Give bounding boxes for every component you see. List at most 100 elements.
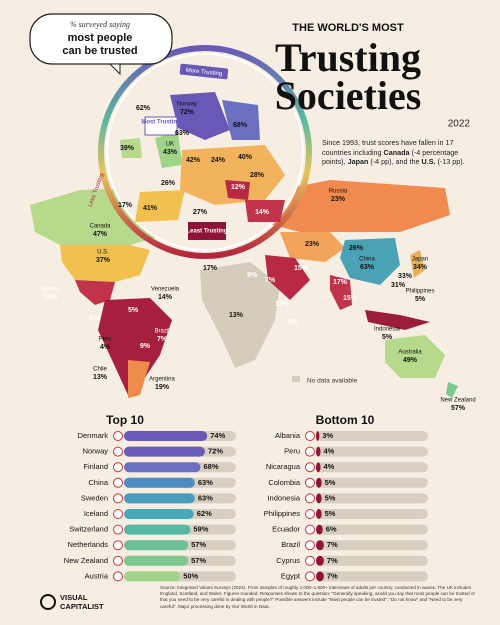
europe-map: [120, 92, 285, 222]
more-trusting-tag: [179, 63, 229, 80]
flag: [305, 571, 315, 582]
bar-track: [316, 509, 428, 519]
argentina: [128, 360, 150, 398]
world-map: [30, 180, 458, 398]
flag: [113, 509, 123, 519]
note-part: U.S.: [421, 157, 436, 166]
country-value: 41%: [143, 205, 158, 212]
new-zealand: [446, 382, 458, 398]
bar: [316, 540, 324, 551]
bar-track: [316, 477, 428, 488]
country-value: 7%: [265, 277, 276, 284]
least-trusting-box: [188, 222, 226, 240]
japan: [410, 250, 425, 278]
country-name: New Zealand: [440, 398, 475, 404]
country-value: 27%: [193, 209, 208, 216]
country-value: 15%: [294, 265, 309, 272]
flag: [113, 540, 123, 551]
value-label: 63%: [198, 493, 213, 502]
africa: [200, 262, 280, 368]
list-title: Bottom 10: [316, 413, 375, 427]
bar-track: [316, 493, 428, 504]
category-label: Nicaragua: [266, 462, 301, 471]
value-label: 5%: [325, 493, 336, 502]
bar-track: [316, 555, 428, 566]
note: Since 1993, trust scores have fallen in …: [322, 138, 472, 167]
flag: [305, 524, 315, 535]
bar: [124, 446, 205, 457]
category-label: Egypt: [281, 571, 301, 580]
value-label: 57%: [191, 556, 206, 565]
country-value: 62%: [136, 105, 151, 112]
year: 2022: [448, 119, 471, 130]
logo: [40, 594, 56, 610]
title: Trusting: [275, 35, 421, 80]
bar: [316, 477, 322, 488]
finland: [222, 100, 260, 140]
country-name: Mexico: [40, 287, 60, 293]
central-asia: [280, 232, 345, 262]
scale-ring: [98, 45, 312, 259]
usa: [60, 245, 150, 282]
flag: [113, 431, 123, 441]
category-label: Colombia: [268, 478, 301, 487]
value-label: 74%: [210, 431, 225, 440]
brand: CAPITALIST: [60, 602, 104, 611]
iberia: [135, 190, 185, 222]
value-label: 7%: [327, 540, 338, 549]
flag: [113, 446, 123, 457]
country-name: Australia: [398, 350, 422, 356]
country-name: Russia: [329, 189, 348, 195]
speech-bubble: [29, 13, 173, 65]
title: Societies: [275, 73, 422, 118]
country-value: 24%: [211, 157, 226, 164]
bar: [124, 493, 195, 504]
country-value: 12%: [275, 301, 290, 308]
scale-label: More Trusting: [185, 68, 222, 78]
value-label: 63%: [198, 478, 213, 487]
legend-label: No data available: [307, 378, 358, 385]
country-name: Argentina: [149, 377, 175, 383]
flag: [305, 446, 315, 457]
note-part: (-4 percentage points),: [322, 147, 459, 167]
value-label: 50%: [183, 571, 198, 580]
scandinavia: [170, 92, 230, 140]
country-value: 68%: [233, 122, 248, 129]
country-name: Indonesia: [374, 327, 401, 333]
bar: [316, 493, 322, 504]
category-label: Peru: [284, 447, 300, 456]
bubble-tail: [108, 63, 121, 76]
bar-track: [316, 446, 428, 457]
note-part: Since 1993, trust scores have fallen in …: [322, 138, 454, 157]
country-name: Canada: [89, 224, 111, 230]
note-part: Canada: [383, 147, 410, 157]
country-value: 40%: [238, 154, 253, 161]
bar: [316, 446, 321, 457]
country-value: 14%: [255, 209, 270, 216]
bubble-line: can be trusted: [62, 45, 137, 57]
category-label: Ecuador: [272, 525, 300, 534]
country-value: 39%: [120, 145, 135, 152]
country-value: 26%: [349, 245, 364, 252]
country-value: 63%: [360, 264, 375, 271]
bar-track: [316, 524, 428, 535]
scale-label: Least Trusting: [186, 229, 227, 235]
country-value: 10%: [43, 294, 58, 301]
country-value: 42%: [186, 157, 201, 164]
bar-track: [316, 571, 428, 582]
country-value: 6%: [89, 315, 100, 322]
country-value: 17%: [203, 265, 218, 272]
flag: [113, 524, 123, 535]
category-label: Philippines: [264, 509, 301, 518]
india: [330, 275, 352, 310]
bar: [316, 524, 323, 535]
country-value: 13%: [229, 312, 244, 319]
country-name: Norway: [177, 102, 197, 108]
scale-label: Most Trusting: [141, 120, 181, 126]
country-value: 17%: [118, 202, 133, 209]
mexico: [75, 280, 115, 305]
ireland: [120, 138, 142, 158]
bar: [124, 462, 201, 473]
balkans: [225, 180, 250, 200]
country-name: Chile: [93, 367, 107, 373]
